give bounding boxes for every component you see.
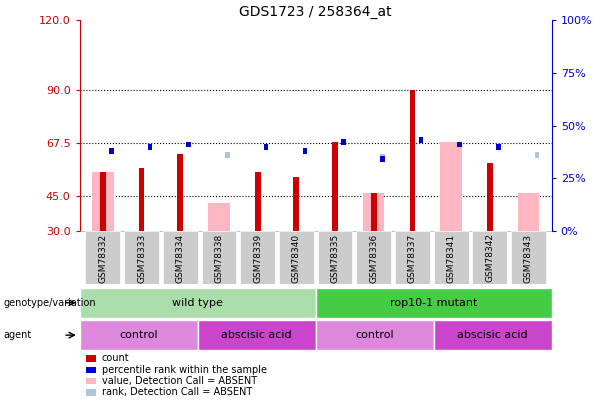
Bar — [197, 320, 316, 350]
Bar — [409, 90, 416, 231]
Bar — [457, 142, 462, 147]
Bar — [139, 168, 145, 231]
Bar — [80, 288, 316, 318]
Text: GSM78334: GSM78334 — [176, 233, 185, 283]
Bar — [363, 194, 384, 231]
Bar — [518, 194, 539, 231]
Text: control: control — [356, 330, 394, 340]
Title: GDS1723 / 258364_at: GDS1723 / 258364_at — [240, 5, 392, 19]
Bar — [316, 288, 552, 318]
Bar — [434, 320, 552, 350]
Text: abscisic acid: abscisic acid — [457, 330, 528, 340]
Text: abscisic acid: abscisic acid — [221, 330, 292, 340]
Text: GSM78337: GSM78337 — [408, 232, 417, 281]
Text: GSM78335: GSM78335 — [330, 233, 340, 283]
Bar — [177, 153, 183, 231]
Bar — [332, 142, 338, 231]
Bar — [124, 231, 159, 284]
Bar — [202, 231, 237, 284]
Bar — [255, 173, 261, 231]
Text: count: count — [102, 354, 129, 363]
Bar — [395, 231, 430, 284]
Text: GSM78339: GSM78339 — [253, 232, 262, 281]
Bar — [473, 231, 507, 284]
Bar — [371, 194, 376, 231]
Text: value, Detection Call = ABSENT: value, Detection Call = ABSENT — [102, 376, 257, 386]
Bar — [279, 231, 314, 284]
Bar — [487, 163, 493, 231]
Bar — [186, 142, 191, 147]
Text: percentile rank within the sample: percentile rank within the sample — [102, 365, 267, 375]
Text: GSM78343: GSM78343 — [524, 233, 533, 283]
Bar — [356, 231, 391, 284]
Text: GSM78341: GSM78341 — [447, 232, 455, 281]
Bar — [419, 137, 423, 143]
Bar — [535, 152, 539, 158]
Bar — [380, 154, 384, 160]
Text: GSM78333: GSM78333 — [137, 232, 146, 281]
Text: GSM78332: GSM78332 — [99, 233, 107, 283]
Bar — [316, 320, 434, 350]
Bar — [341, 139, 346, 145]
Text: GSM78337: GSM78337 — [408, 233, 417, 283]
Bar — [85, 231, 120, 284]
Text: rop10-1 mutant: rop10-1 mutant — [390, 298, 478, 308]
Text: agent: agent — [3, 330, 31, 340]
Bar — [496, 144, 501, 149]
Text: GSM78338: GSM78338 — [215, 232, 224, 281]
Bar — [434, 231, 468, 284]
Text: GSM78336: GSM78336 — [369, 233, 378, 283]
Text: GSM78342: GSM78342 — [485, 233, 494, 282]
Bar — [225, 152, 230, 158]
Bar — [80, 320, 197, 350]
Text: GSM78333: GSM78333 — [137, 233, 146, 283]
Text: GSM78341: GSM78341 — [447, 233, 455, 283]
Text: GSM78338: GSM78338 — [215, 233, 224, 283]
Text: genotype/variation: genotype/variation — [3, 298, 96, 308]
Text: GSM78332: GSM78332 — [99, 232, 107, 281]
Bar — [511, 231, 546, 284]
Bar — [303, 148, 307, 154]
Bar — [163, 231, 198, 284]
Text: wild type: wild type — [172, 298, 223, 308]
Bar — [208, 203, 230, 231]
Bar — [100, 173, 106, 231]
Text: GSM78340: GSM78340 — [292, 232, 301, 281]
Bar — [240, 231, 275, 284]
Bar — [109, 148, 114, 154]
Text: rank, Detection Call = ABSENT: rank, Detection Call = ABSENT — [102, 388, 252, 397]
Text: GSM78339: GSM78339 — [253, 233, 262, 283]
Text: GSM78334: GSM78334 — [176, 232, 185, 281]
Text: GSM78340: GSM78340 — [292, 233, 301, 283]
Bar — [148, 144, 153, 149]
Bar — [264, 144, 268, 149]
Text: GSM78342: GSM78342 — [485, 232, 494, 281]
Text: GSM78336: GSM78336 — [369, 232, 378, 281]
Bar — [93, 173, 113, 231]
Text: GSM78343: GSM78343 — [524, 232, 533, 281]
Bar — [294, 177, 299, 231]
Bar — [380, 156, 384, 162]
Text: control: control — [120, 330, 158, 340]
Text: GSM78335: GSM78335 — [330, 232, 340, 281]
Bar — [109, 148, 114, 154]
Bar — [441, 142, 462, 231]
Bar — [318, 231, 352, 284]
